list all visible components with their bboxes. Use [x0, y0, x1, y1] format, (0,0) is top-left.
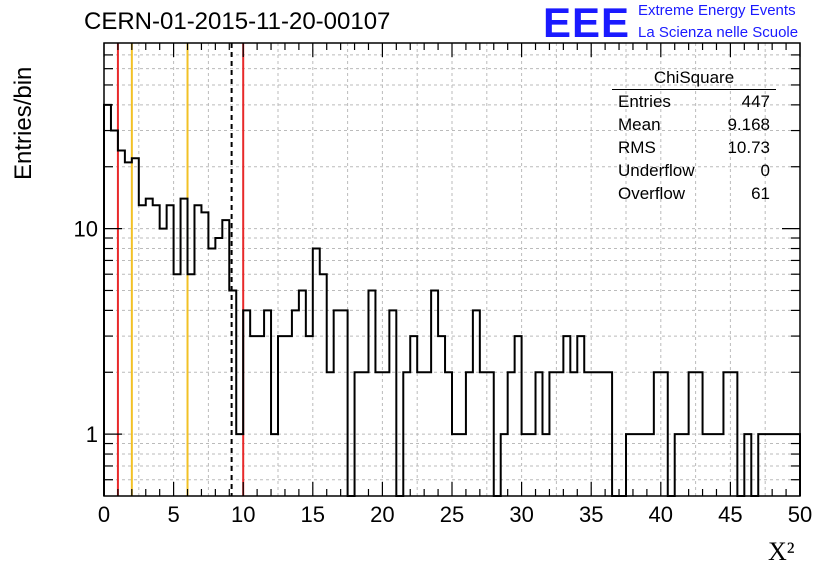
stats-value: 0	[760, 161, 770, 180]
x-tick-label: 5	[167, 502, 179, 527]
tick-labels: 0 5 10 15 20 25 30 35 40 45 50 1 10	[74, 217, 813, 527]
stats-label: Underflow	[618, 161, 695, 180]
stats-value: 10.73	[727, 138, 770, 157]
chart-title: CERN-01-2015-11-20-00107	[84, 8, 391, 35]
stats-box: ChiSquare Entries 447 Mean 9.168 RMS 10.73 …	[612, 68, 776, 205]
x-tick-label: 20	[370, 502, 394, 527]
y-tick-label: 10	[74, 217, 98, 242]
stats-row: RMS 10.73	[612, 136, 776, 159]
plot-frame	[103, 42, 801, 497]
y-tick-label: 1	[86, 422, 98, 447]
stats-row: Entries 447	[612, 90, 776, 113]
stats-label: Mean	[618, 115, 661, 134]
x-tick-label: 10	[231, 502, 255, 527]
logo-subtitle-2: La Scienza nelle Scuole	[638, 24, 799, 41]
x-tick-label: 15	[301, 502, 325, 527]
stats-row: Overflow 61	[612, 182, 776, 205]
reference-lines	[116, 43, 245, 496]
histogram-outline	[103, 103, 801, 497]
x-tick-label: 25	[440, 502, 464, 527]
stats-label: Overflow	[618, 184, 686, 203]
x-tick-label: 40	[649, 502, 673, 527]
stats-value: 61	[751, 184, 770, 203]
stats-row: Underflow 0	[612, 159, 776, 182]
x-tick-label: 45	[718, 502, 742, 527]
x-tick-label: 35	[579, 502, 603, 527]
stats-title: ChiSquare	[612, 68, 776, 90]
x-tick-label: 30	[509, 502, 533, 527]
eee-logo: EEE	[543, 0, 631, 46]
x-tick-label: 50	[788, 502, 812, 527]
x-tick-label: 0	[98, 502, 110, 527]
x-axis-label: X²	[768, 537, 795, 566]
stats-value: 447	[741, 92, 770, 111]
logo-subtitle-1: Extreme Energy Events	[638, 2, 796, 19]
stats-row: Mean 9.168	[612, 113, 776, 136]
stats-value: 9.168	[727, 115, 770, 134]
grid-lines	[104, 43, 800, 496]
y-axis-label: Entries/bin	[10, 66, 37, 180]
stats-label: Entries	[618, 92, 671, 111]
stats-label: RMS	[618, 138, 656, 157]
